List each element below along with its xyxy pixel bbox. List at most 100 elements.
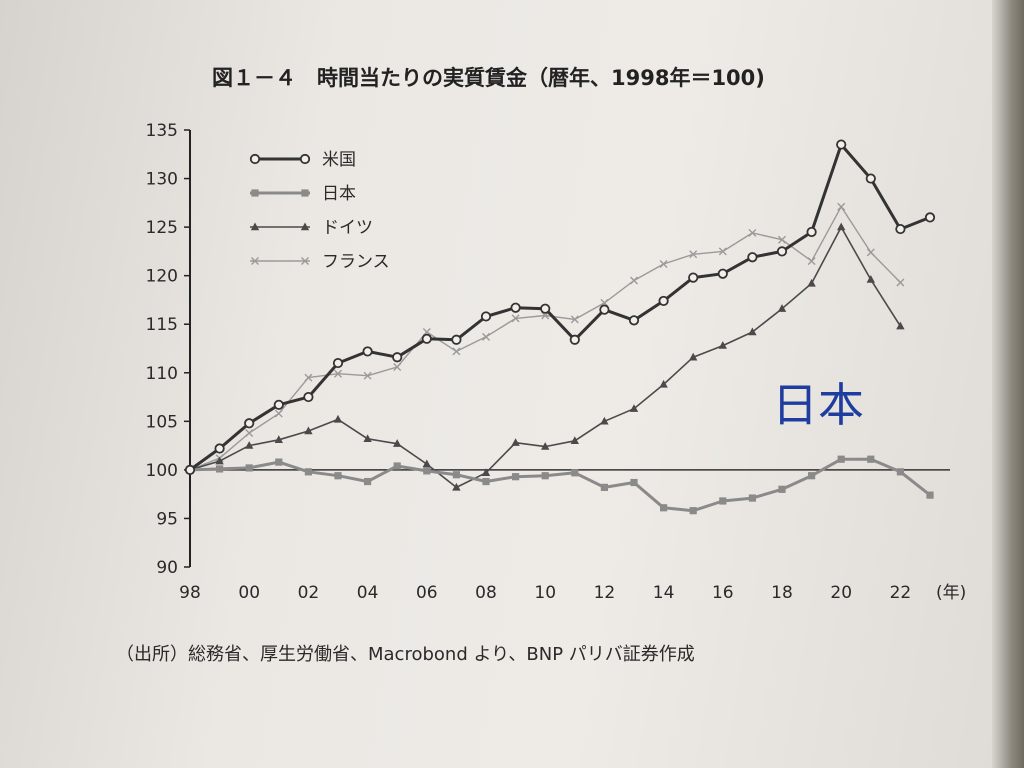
data-point [569, 334, 580, 345]
data-point [275, 458, 283, 466]
data-point [896, 468, 904, 476]
data-point [364, 477, 372, 486]
data-point [482, 332, 490, 341]
x-tick-label: 10 [534, 583, 556, 603]
data-point [837, 455, 845, 463]
data-point [363, 434, 372, 443]
x-tick-label: 04 [357, 583, 379, 603]
legend-label: 米国 [322, 150, 356, 170]
data-point [659, 260, 668, 269]
data-point [540, 303, 551, 314]
data-point [452, 471, 460, 479]
data-point [717, 268, 728, 279]
data-point [214, 443, 225, 454]
data-point [393, 362, 402, 371]
legend-item: ドイツ [250, 218, 373, 238]
data-point [333, 414, 343, 423]
data-point [245, 441, 254, 449]
data-point [273, 399, 284, 410]
data-point [866, 275, 875, 283]
data-point [689, 507, 697, 515]
data-point [301, 257, 309, 265]
data-point [807, 278, 816, 287]
data-point [510, 302, 521, 313]
series-line [189, 457, 931, 513]
y-tick-label: 90 [156, 558, 178, 578]
data-point [245, 464, 253, 472]
x-tick-label: 00 [238, 583, 260, 603]
data-point [926, 491, 934, 499]
y-tick-label: 95 [156, 509, 178, 529]
data-point [628, 315, 640, 326]
data-point [658, 295, 669, 307]
data-point [570, 436, 579, 444]
annotation-label: 日本 [772, 378, 864, 432]
data-point [748, 228, 757, 237]
data-point [184, 464, 196, 475]
data-point [778, 235, 786, 244]
book-edge-shadow [992, 0, 1024, 768]
series-line [189, 143, 931, 472]
data-point [660, 504, 668, 512]
data-point [924, 212, 936, 223]
data-point [688, 272, 699, 283]
x-axis: 98 00 02 04 06 08 10 12 14 16 18 20 22 [179, 469, 950, 603]
data-point [512, 473, 520, 481]
data-point [216, 465, 224, 473]
data-point [392, 352, 403, 363]
source-note: （出所）総務省、厚生労働省、Macrobond より、BNP パリバ証券作成 [116, 644, 695, 665]
data-point [421, 333, 432, 344]
data-point [541, 442, 550, 450]
series-circle [184, 139, 936, 475]
data-point [541, 472, 549, 480]
data-point [250, 222, 260, 231]
data-point [245, 428, 254, 437]
data-point [806, 226, 817, 238]
legend-item: 日本 [250, 184, 356, 204]
data-point [570, 315, 579, 324]
y-tick-label: 105 [146, 412, 178, 432]
x-tick-label: 12 [594, 583, 616, 603]
y-tick-label: 130 [146, 170, 178, 190]
y-axis: 135 130 125 120 115 110 105 100 95 90 [146, 121, 191, 578]
data-point [776, 246, 788, 257]
data-point [249, 153, 261, 165]
series-layer [184, 139, 936, 515]
data-point [867, 455, 875, 463]
data-point [452, 347, 461, 356]
x-tick-label: 16 [712, 583, 734, 603]
data-point [274, 409, 283, 418]
data-point [836, 139, 847, 150]
data-point [482, 477, 490, 486]
series-triangle [185, 222, 905, 491]
data-point [896, 321, 905, 330]
legend-label: ドイツ [322, 218, 373, 238]
data-point [332, 357, 344, 369]
data-point [719, 497, 727, 505]
y-tick-label: 125 [146, 218, 178, 238]
data-point [895, 223, 906, 235]
legend-item: 米国 [249, 150, 356, 170]
y-tick-label: 100 [146, 461, 178, 481]
data-point [865, 173, 876, 184]
legend-label: フランス [322, 252, 390, 272]
legend-item: フランス [250, 252, 390, 272]
data-point [718, 341, 727, 349]
x-axis-unit-label: (年) [936, 583, 966, 603]
legend-label: 日本 [322, 184, 356, 204]
x-tick-label: 18 [771, 583, 793, 603]
data-point [423, 467, 431, 475]
data-point [303, 391, 314, 403]
data-point [747, 252, 758, 263]
x-tick-label: 08 [475, 583, 497, 603]
data-point [600, 416, 609, 425]
data-point [215, 456, 224, 465]
data-point [334, 472, 342, 480]
data-point [251, 189, 259, 197]
data-point [837, 202, 846, 211]
y-tick-label: 115 [146, 315, 178, 335]
data-point [718, 247, 727, 256]
data-point [363, 371, 372, 380]
data-point [451, 334, 462, 345]
data-point [393, 439, 402, 447]
